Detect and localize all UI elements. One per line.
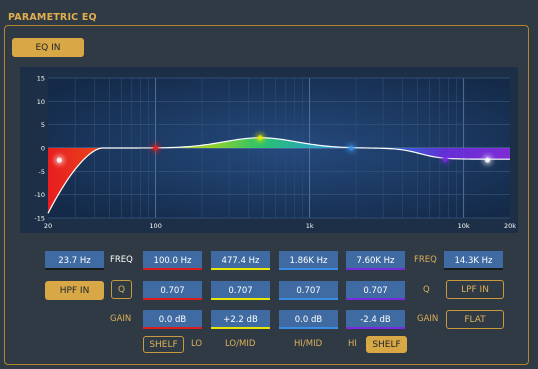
lpf-freq-value: 14.3K Hz (454, 255, 493, 266)
y-axis-ticks: 15 10 5 0 -5 -10 -15 (34, 75, 45, 223)
lo-label: LO (191, 339, 203, 349)
band3-gain-field[interactable]: 0.0 dB (279, 310, 338, 329)
x-tick-label: 1k (306, 222, 314, 230)
lpf-underline (444, 268, 503, 270)
x-tick-label: 20 (44, 222, 52, 230)
band4-gain-field[interactable]: -2.4 dB (346, 310, 405, 329)
q-toggle-button[interactable]: Q (111, 280, 132, 299)
eq-frame (4, 25, 529, 365)
band1-gain-underline (143, 327, 202, 329)
band1-q-value: 0.707 (160, 285, 185, 296)
band3-q-value: 0.707 (296, 285, 321, 296)
band4-handle[interactable] (442, 156, 448, 162)
band3-handle[interactable] (348, 145, 354, 151)
band2-q-field[interactable]: 0.707 (211, 281, 270, 300)
freq-label-right: FREQ (414, 255, 437, 265)
gain-label-right: GAIN (417, 314, 439, 324)
hpf-in-button[interactable]: HPF IN (45, 281, 104, 300)
band4-freq-field[interactable]: 7.60K Hz (346, 251, 405, 270)
hi-label: HI (348, 339, 357, 349)
hpf-underline (45, 268, 104, 270)
band3-freq-value: 1.86K Hz (289, 255, 328, 266)
band4-q-field[interactable]: 0.707 (346, 281, 405, 300)
band4-q-underline (346, 298, 405, 300)
band3-q-underline (279, 298, 338, 300)
band2-underline (211, 268, 270, 270)
hi-shelf-button[interactable]: SHELF (366, 336, 407, 353)
lpf-freq-field[interactable]: 14.3K Hz (444, 251, 503, 270)
band2-freq-value: 477.4 Hz (221, 255, 260, 266)
y-tick-label: 15 (37, 75, 45, 83)
y-tick-label: -5 (39, 168, 45, 176)
lo-mid-label: LO/MID (225, 339, 256, 349)
band4-gain-value: -2.4 dB (360, 314, 391, 325)
lpf-in-button[interactable]: LPF IN (446, 280, 504, 299)
band1-underline (143, 268, 202, 270)
q-label-right: Q (423, 285, 430, 295)
hpf-freq-field[interactable]: 23.7 Hz (45, 251, 104, 270)
band1-q-underline (143, 298, 202, 300)
band2-q-underline (211, 298, 270, 300)
band4-gain-underline (346, 327, 405, 329)
band2-gain-value: +2.2 dB (223, 314, 258, 325)
hi-mid-label: HI/MID (294, 339, 323, 349)
band1-freq-field[interactable]: 100.0 Hz (143, 251, 202, 270)
band2-freq-field[interactable]: 477.4 Hz (211, 251, 270, 270)
band3-underline (279, 268, 338, 270)
band-handles[interactable] (54, 132, 493, 166)
band3-freq-field[interactable]: 1.86K Hz (279, 251, 338, 270)
hpf-handle[interactable] (56, 157, 62, 163)
eq-in-button[interactable]: EQ IN (12, 38, 84, 57)
y-tick-label: 0 (41, 145, 45, 153)
band2-handle[interactable] (257, 135, 263, 141)
panel-title: PARAMETRIC EQ (8, 12, 97, 23)
freq-label-left: FREQ (110, 255, 133, 265)
band2-gain-underline (211, 327, 270, 329)
band3-gain-value: 0.0 dB (294, 314, 323, 325)
y-tick-label: -15 (34, 215, 45, 223)
band1-freq-value: 100.0 Hz (153, 255, 192, 266)
band1-q-field[interactable]: 0.707 (143, 281, 202, 300)
eq-curve-line (47, 137, 510, 214)
gain-label-left: GAIN (110, 314, 132, 324)
x-tick-label: 20k (504, 222, 516, 230)
band3-q-field[interactable]: 0.707 (279, 281, 338, 300)
x-tick-label: 10k (458, 222, 470, 230)
x-tick-label: 100 (149, 222, 161, 230)
y-tick-label: -10 (34, 191, 45, 199)
band3-gain-underline (279, 327, 338, 329)
y-tick-label: 5 (41, 121, 45, 129)
band4-freq-value: 7.60K Hz (356, 255, 395, 266)
band2-q-value: 0.707 (228, 285, 253, 296)
band4-q-value: 0.707 (363, 285, 388, 296)
band1-gain-value: 0.0 dB (158, 314, 187, 325)
band2-gain-field[interactable]: +2.2 dB (211, 310, 270, 329)
lo-shelf-button[interactable]: SHELF (143, 336, 184, 353)
band1-gain-field[interactable]: 0.0 dB (143, 310, 202, 329)
band4-underline (346, 268, 405, 270)
hpf-freq-value: 23.7 Hz (58, 255, 91, 266)
flat-button[interactable]: FLAT (446, 310, 504, 329)
y-tick-label: 10 (37, 98, 45, 106)
lpf-handle[interactable] (484, 157, 491, 163)
band1-handle[interactable] (153, 145, 159, 151)
x-axis-ticks: 20 100 1k 10k 20k (44, 222, 516, 230)
